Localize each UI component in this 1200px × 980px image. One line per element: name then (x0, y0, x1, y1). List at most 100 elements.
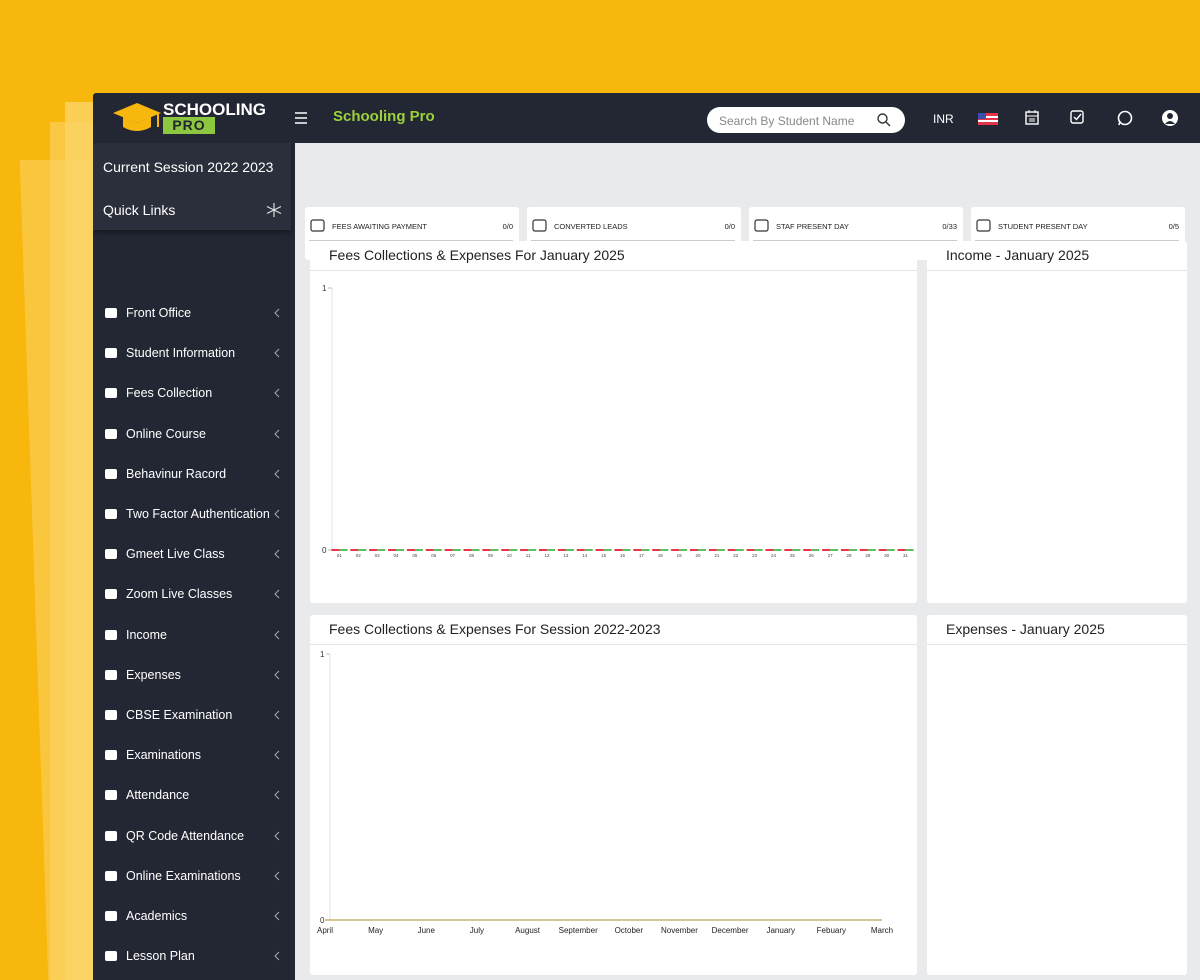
chevron-shape (274, 871, 280, 881)
chevron[interactable] (273, 670, 281, 680)
quick-links-icon[interactable] (266, 202, 282, 218)
bar (765, 549, 774, 551)
search-box[interactable]: Search By Student Name (707, 107, 905, 133)
bar (886, 549, 895, 551)
icon-shape (105, 428, 117, 439)
x-tick-label: May (368, 926, 383, 935)
menu-item[interactable]: Lesson Plan (93, 941, 291, 971)
menu-item[interactable]: QR Code Attendance (93, 821, 291, 851)
x-tick-label: March (871, 926, 893, 935)
y-tick-label: 0 (320, 916, 325, 925)
menu-item[interactable]: CBSE Examination (93, 700, 291, 730)
bar (708, 549, 717, 551)
icon-shape (976, 219, 991, 232)
chevron[interactable] (273, 388, 281, 398)
x-tick-label: 25 (790, 553, 796, 558)
bar (396, 549, 405, 551)
bar (414, 549, 423, 551)
chevron[interactable] (273, 911, 281, 921)
stat-label: STAF PRESENT DAY (776, 222, 849, 231)
menu-item[interactable]: Gmeet Live Class (93, 539, 291, 569)
user-icon[interactable] (1161, 109, 1179, 127)
currency[interactable]: INR (933, 112, 954, 126)
chevron[interactable] (273, 429, 281, 439)
icon-shape (105, 348, 117, 359)
menu-item[interactable]: Academics (93, 901, 291, 931)
icon-shape (532, 219, 547, 232)
chevron[interactable] (273, 348, 281, 358)
chart-title: Fees Collections & Expenses For Session … (310, 615, 917, 645)
menu-item[interactable]: Zoom Live Classes (93, 579, 291, 609)
x-tick-label: 27 (828, 553, 834, 558)
x-tick-label: October (615, 926, 644, 935)
chevron[interactable] (273, 790, 281, 800)
calendar-icon[interactable] (1025, 110, 1039, 125)
menu-item[interactable]: Two Factor Authentication (93, 499, 291, 529)
chevron[interactable] (273, 710, 281, 720)
task-icon[interactable] (1070, 110, 1085, 125)
bar (509, 549, 518, 551)
quick-links[interactable]: Quick Links (103, 202, 176, 218)
flag-icon[interactable] (978, 113, 998, 125)
menu-item[interactable]: Income (93, 620, 291, 650)
chevron[interactable] (273, 589, 281, 599)
bar (822, 549, 831, 551)
bar (520, 549, 529, 551)
menu-item[interactable]: Fees Collection (93, 378, 291, 408)
menu-icon (105, 669, 117, 680)
bar (425, 549, 434, 551)
sidebar: Current Session 2022 2023 Quick Links Fr… (93, 143, 295, 980)
stat-icon (754, 219, 769, 232)
icon-shape (105, 308, 117, 318)
icon-shape (105, 790, 117, 801)
chevron-shape (274, 710, 280, 720)
whatsapp-icon[interactable] (1117, 110, 1133, 126)
bar (528, 549, 537, 551)
stat-rule (309, 240, 513, 241)
chevron[interactable] (273, 308, 281, 318)
bar (773, 549, 782, 551)
bar (358, 549, 367, 551)
stat-value: 0/0 (502, 222, 513, 231)
chevron-shape (274, 509, 280, 519)
bar (433, 549, 442, 551)
chevron[interactable] (273, 630, 281, 640)
bar (671, 549, 680, 551)
chevron[interactable] (273, 469, 281, 479)
panel: Income - January 2025 (927, 241, 1187, 603)
menu-item[interactable]: Examinations (93, 740, 291, 770)
chevron[interactable] (273, 750, 281, 760)
menu-label: Zoom Live Classes (126, 587, 233, 602)
chevron[interactable] (273, 831, 281, 841)
menu-item[interactable]: Online Course (93, 419, 291, 449)
menu-toggle[interactable] (295, 112, 309, 124)
x-tick-label: 22 (733, 553, 739, 558)
chevron-shape (274, 831, 280, 840)
bar (576, 549, 585, 551)
menu-label: Income (126, 627, 167, 642)
bar (377, 549, 386, 551)
panel-title: Expenses - January 2025 (927, 615, 1187, 645)
icon-shape (105, 468, 117, 479)
menu-item[interactable]: Attendance (93, 780, 291, 810)
bar (490, 549, 499, 551)
menu-label: Online Course (126, 426, 206, 441)
bar (840, 549, 849, 551)
chevron[interactable] (273, 509, 281, 519)
chevron[interactable] (273, 549, 281, 559)
menu-label: Online Examinations (126, 868, 241, 883)
chevron[interactable] (273, 951, 281, 961)
bar (482, 549, 491, 551)
panel-title: Income - January 2025 (927, 241, 1187, 271)
top-bar: SCHOOLING PRO Schooling Pro Search By St… (93, 93, 1200, 143)
chevron[interactable] (273, 871, 281, 881)
bar (848, 549, 857, 551)
menu-item[interactable]: Student Information (93, 338, 291, 368)
bar (792, 549, 801, 551)
icon-shape (105, 870, 117, 881)
search-icon[interactable] (877, 113, 891, 127)
menu-item[interactable]: Online Examinations (93, 861, 291, 891)
menu-item[interactable]: Expenses (93, 660, 291, 690)
menu-item[interactable]: Behavinur Racord (93, 459, 291, 489)
menu-item[interactable]: Front Office (93, 298, 291, 328)
